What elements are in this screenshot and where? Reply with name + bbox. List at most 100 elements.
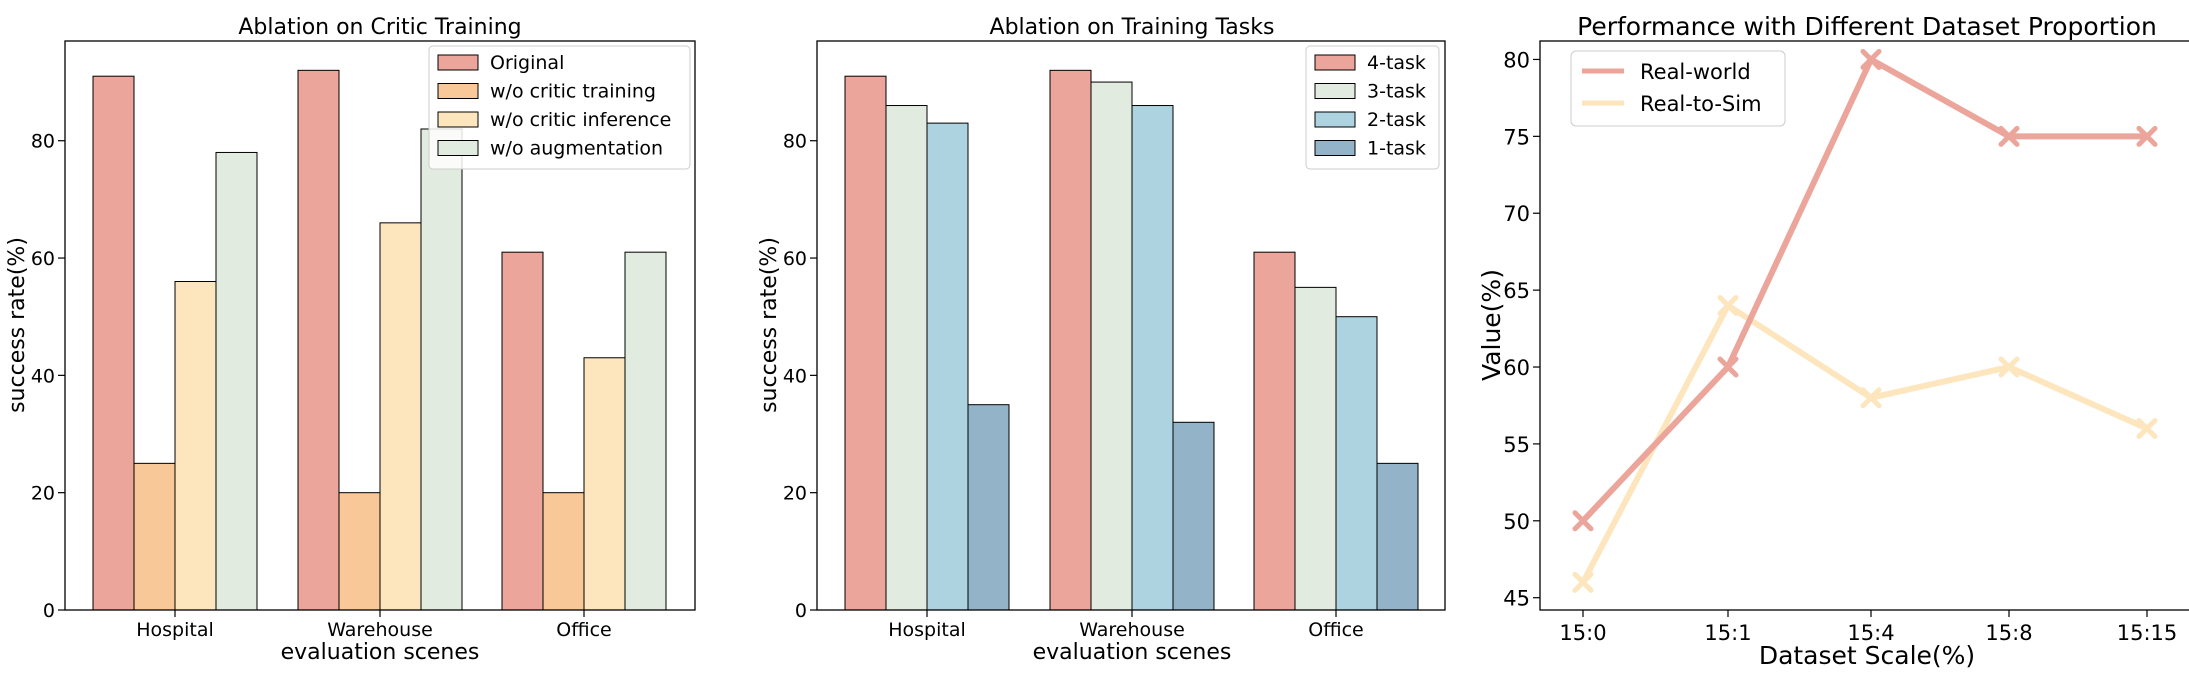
y-axis-label: success rate(%) [757,237,782,413]
legend-frame [428,45,691,170]
bar-w-o-augmentation-hospital [215,151,258,611]
legend: 4-task 3-task 2-task 1-task [1305,45,1440,170]
y-tick-label: 80 [31,131,55,153]
y-ticks: 0 20 40 60 80 [31,131,65,622]
x-ticks: 15:0 15:1 15:4 15:8 15:15 [1559,610,2177,645]
marker-real-world [2136,125,2158,147]
x-tick-label: Office [556,619,611,641]
legend-label: 2-task [1367,109,1426,131]
bar-w-o-augmentation-warehouse [420,128,463,611]
marker-real-to-sim [1717,295,1739,317]
x-tick-label: Hospital [888,619,966,641]
legend-label: w/o critic inference [490,109,671,131]
legend-label: w/o augmentation [490,138,663,160]
legend-swatch [437,83,479,99]
bar-w-o-critic-inference-office [583,357,626,611]
bar-1-task-office [1376,462,1419,611]
marker-real-to-sim [1572,571,1594,593]
y-ticks: 45 50 55 60 65 70 75 80 [1503,48,1540,611]
x-tick-label: Warehouse [1079,619,1185,641]
chart-title: Ablation on Training Tasks [990,15,1275,40]
plot-frame [816,40,1446,611]
bar-2-task-warehouse [1131,105,1174,611]
plot-frame [64,40,696,611]
x-tick-label: Office [1308,619,1363,641]
x-tick-label: 15:0 [1559,621,1606,645]
bar-3-task-hospital [885,105,928,611]
y-tick-label: 65 [1503,279,1530,303]
panel-training-tasks: Ablation on Training Tasks 0 20 40 60 80 Hos… [757,15,1446,665]
legend-label: 1-task [1367,138,1426,160]
y-tick-label: 80 [1503,48,1530,72]
chart-title: Ablation on Critic Training [238,15,521,40]
x-axis-label: evaluation scenes [281,640,480,665]
legend-frame [1305,45,1440,170]
legend-label: 3-task [1367,81,1426,103]
y-tick-label: 45 [1503,587,1530,611]
bar-4-task-office [1253,251,1296,611]
y-tick-label: 70 [1503,202,1530,226]
y-tick-label: 75 [1503,125,1530,149]
y-axis-label: Value(%) [1477,269,1506,381]
legend: Original w/o critic training w/o critic in… [428,45,691,170]
bar-w-o-augmentation-office [624,251,667,611]
x-axis-label: Dataset Scale(%) [1759,641,1975,670]
bar-3-task-office [1294,286,1337,611]
x-ticks: Hospital Warehouse Office [136,610,612,641]
legend-label: Real-to-Sim [1640,92,1762,116]
bar-original-warehouse [297,69,340,611]
legend-label: Real-world [1640,60,1751,84]
y-tick-label: 55 [1503,433,1530,457]
y-tick-label: 60 [1503,356,1530,380]
bar-2-task-office [1335,316,1378,611]
y-tick-label: 20 [783,483,807,505]
line-real-world [1580,56,2150,524]
x-axis-label: evaluation scenes [1033,640,1232,665]
plot-frame [1539,40,2189,611]
chart-title: Performance with Different Dataset Propo… [1577,12,2157,41]
marker-real-to-sim [1860,387,1882,409]
y-tick-label: 0 [43,600,55,622]
marker-real-world [1572,510,1594,532]
x-tick-label: Hospital [136,619,214,641]
line-real-to-sim [1580,302,2150,586]
line-group [1572,48,2158,593]
bar-w-o-critic-inference-warehouse [379,222,422,611]
legend-swatch [437,140,479,156]
legend-label: Original [490,52,564,74]
bar-3-task-warehouse [1090,81,1133,611]
legend-swatch [437,111,479,128]
y-tick-label: 0 [795,600,807,622]
y-tick-label: 80 [783,131,807,153]
legend-swatch [437,54,479,71]
x-tick-label: 15:1 [1704,621,1751,645]
bar-w-o-critic-training-warehouse [338,492,381,611]
bar-4-task-warehouse [1049,69,1092,611]
y-tick-label: 50 [1503,510,1530,534]
legend-swatch [1314,54,1356,71]
x-tick-label: 15:4 [1847,621,1894,645]
bar-group [92,69,667,611]
y-tick-label: 40 [783,365,807,387]
x-tick-label: 15:15 [2117,621,2178,645]
y-ticks: 0 20 40 60 80 [783,131,817,622]
legend-label: 4-task [1367,52,1426,74]
marker-real-to-sim [1998,356,2020,378]
y-axis-label: success rate(%) [5,237,30,413]
panel-critic-training: Ablation on Critic Training 0 20 40 60 80 Ho… [5,15,696,665]
marker-real-world [1998,125,2020,147]
x-tick-label: Warehouse [327,619,433,641]
marker-real-world [1860,48,1882,70]
marker-real-to-sim [2136,418,2158,440]
legend-swatch [1314,140,1356,156]
bar-original-office [501,251,544,611]
bar-1-task-warehouse [1172,421,1215,611]
bar-w-o-critic-training-hospital [133,462,176,611]
y-tick-label: 60 [783,248,807,270]
bar-w-o-critic-training-office [542,492,585,611]
legend-frame [1570,50,1786,127]
bar-original-hospital [92,75,135,611]
x-tick-label: 15:8 [1985,621,2032,645]
panel-dataset-proportion: Performance with Different Dataset Propo… [1477,12,2189,670]
